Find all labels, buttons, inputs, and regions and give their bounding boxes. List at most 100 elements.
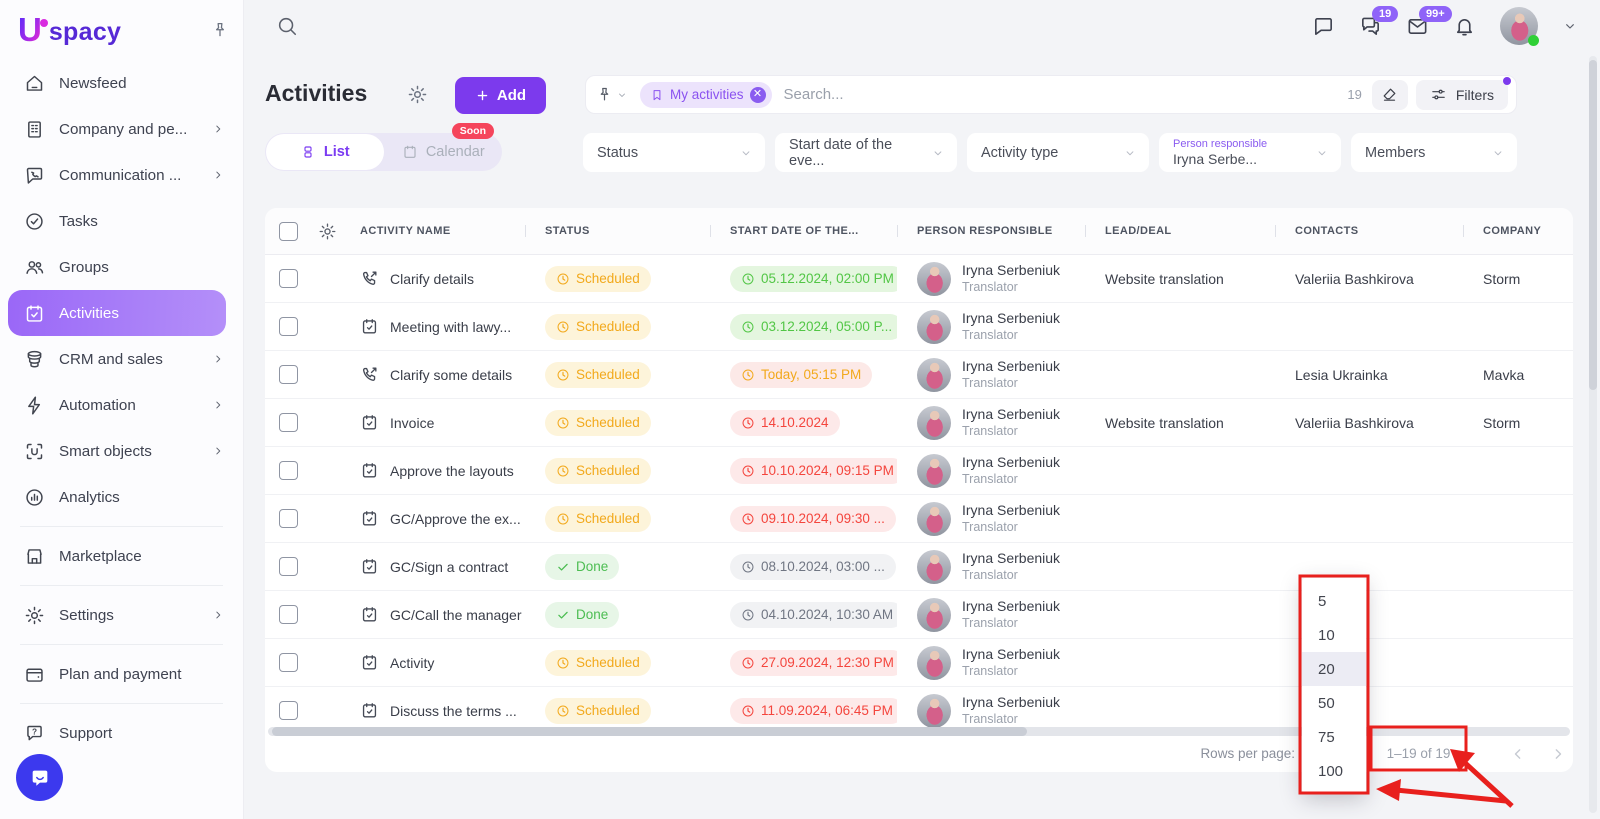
cell-status: Scheduled	[525, 265, 710, 292]
avatar	[917, 693, 951, 728]
cell-person-responsible: Iryna Serbeniuk Translator	[897, 309, 1085, 344]
filter-value: Iryna Serbe...	[1173, 150, 1258, 167]
activity-name-text: GC/Sign a contract	[390, 558, 509, 575]
row-checkbox[interactable]	[279, 413, 298, 432]
sidebar-item-label: Activities	[59, 304, 119, 322]
rows-per-page-option-10[interactable]: 10	[1318, 626, 1335, 644]
sidebar-item-activities[interactable]: Activities	[8, 290, 226, 336]
calendar-icon	[360, 605, 379, 624]
sidebar-pin-icon[interactable]	[211, 21, 229, 39]
row-checkbox[interactable]	[279, 269, 298, 288]
sidebar-item-analytics[interactable]: Analytics	[0, 474, 243, 520]
row-checkbox[interactable]	[279, 605, 298, 624]
profile-chevron-down-icon[interactable]	[1562, 18, 1578, 34]
my-activities-filter-chip[interactable]: My activities ✕	[640, 81, 772, 108]
table-row[interactable]: GC/Approve the ex... Scheduled 09.10.2024,…	[265, 494, 1573, 542]
soon-badge: Soon	[451, 123, 494, 139]
clear-filters-button[interactable]	[1371, 79, 1408, 110]
table-row[interactable]: Invoice Scheduled 14.10.2024 Iryna Serbeniu…	[265, 398, 1573, 446]
clock-icon	[741, 464, 755, 478]
row-checkbox[interactable]	[279, 317, 298, 336]
support-chat-fab-button[interactable]	[16, 754, 63, 801]
sidebar-item-marketplace[interactable]: Marketplace	[0, 533, 243, 579]
filter-status[interactable]: Status	[583, 133, 765, 172]
sidebar-item-newsfeed[interactable]: Newsfeed	[0, 60, 243, 106]
cell-status: Scheduled	[525, 697, 710, 724]
add-button[interactable]: Add	[455, 77, 546, 114]
row-checkbox[interactable]	[279, 653, 298, 672]
table-row[interactable]: GC/Sign a contract Done 08.10.2024, 03:00 …	[265, 542, 1573, 590]
cell-start-date: 27.09.2024, 12:30 PM	[710, 649, 897, 676]
table-row[interactable]: Approve the layouts Scheduled 10.10.2024, …	[265, 446, 1573, 494]
sidebar-item-company-and-pe[interactable]: Company and pe...	[0, 106, 243, 152]
vertical-scrollbar[interactable]	[1589, 56, 1597, 813]
sidebar-item-plan-and-payment[interactable]: Plan and payment	[0, 651, 243, 697]
outgoing-call-icon	[360, 365, 379, 384]
table-row[interactable]: Meeting with lawy... Scheduled 03.12.2024,…	[265, 302, 1573, 350]
table-row[interactable]: Activity Scheduled 27.09.2024, 12:30 PM Iry…	[265, 638, 1573, 686]
vertical-scrollbar-thumb[interactable]	[1589, 60, 1597, 390]
filters-button[interactable]: Filters	[1415, 76, 1511, 110]
cell-person-responsible: Iryna Serbeniuk Translator	[897, 549, 1085, 584]
sidebar-item-communication[interactable]: Communication ...	[0, 152, 243, 198]
rows-per-page-label: Rows per page:	[1200, 746, 1295, 761]
sidebar-item-support[interactable]: ? Support	[0, 710, 243, 756]
activities-settings-gear-icon[interactable]	[407, 84, 428, 105]
activity-name-text: Discuss the terms ...	[390, 702, 517, 719]
tab-calendar[interactable]: Calendar Soon	[385, 123, 503, 171]
filter-members[interactable]: Members	[1351, 133, 1517, 172]
row-checkbox[interactable]	[279, 701, 298, 720]
sidebar-item-label: Company and pe...	[59, 120, 188, 138]
notifications-button[interactable]	[1453, 15, 1476, 38]
rows-per-page-option-100[interactable]: 100	[1318, 762, 1344, 780]
pagination-prev-button[interactable]	[1508, 744, 1528, 764]
tab-list[interactable]: List	[266, 134, 384, 170]
clock-icon	[556, 272, 570, 286]
rows-per-page-option-75[interactable]: 75	[1318, 728, 1335, 746]
sidebar-item-tasks[interactable]: Tasks	[0, 198, 243, 244]
row-checkbox[interactable]	[279, 509, 298, 528]
search-input[interactable]	[781, 85, 1338, 104]
avatar	[917, 549, 951, 584]
select-all-checkbox[interactable]	[279, 221, 298, 241]
sidebar-item-automation[interactable]: Automation	[0, 382, 243, 428]
activity-name-text: Invoice	[390, 414, 435, 431]
table-row[interactable]: Discuss the terms ... Scheduled 11.09.2024…	[265, 686, 1573, 734]
check-icon	[556, 608, 570, 622]
table-row[interactable]: Clarify details Scheduled 05.12.2024, 02:0…	[265, 255, 1573, 302]
rows-per-page-option-50[interactable]: 50	[1318, 694, 1335, 712]
user-avatar[interactable]	[1500, 7, 1539, 46]
chats-button[interactable]: 19	[1359, 5, 1399, 38]
column-header-company: COMPANY	[1463, 225, 1573, 237]
cell-status: Scheduled	[525, 505, 710, 532]
person-text: Iryna Serbeniuk Translator	[962, 502, 1060, 535]
sidebar-item-crm-and-sales[interactable]: CRM and sales	[0, 336, 243, 382]
activity-name-text: Activity	[390, 654, 435, 671]
rows-per-page-option-20[interactable]: 20	[1302, 652, 1366, 686]
row-checkbox[interactable]	[279, 365, 298, 384]
filter-start-date-of-the-eve[interactable]: Start date of the eve...	[775, 133, 957, 172]
search-icon[interactable]	[276, 15, 298, 37]
comments-button[interactable]	[1312, 15, 1335, 38]
status-badge: Scheduled	[545, 361, 651, 388]
activity-name-text: Meeting with lawy...	[390, 318, 512, 335]
filter-activity-type[interactable]: Activity type	[967, 133, 1149, 172]
filter-person-responsible[interactable]: Person responsible Iryna Serbe...	[1159, 133, 1341, 172]
table-row[interactable]: GC/Call the manager Done 04.10.2024, 10:30…	[265, 590, 1573, 638]
row-checkbox[interactable]	[279, 461, 298, 480]
horizontal-scrollbar[interactable]	[268, 727, 1570, 736]
sidebar-item-groups[interactable]: Groups	[0, 244, 243, 290]
horizontal-scrollbar-thumb[interactable]	[272, 727, 1028, 736]
person-name: Iryna Serbeniuk	[962, 454, 1061, 471]
sidebar-item-smart-objects[interactable]: Smart objects	[0, 428, 243, 474]
row-checkbox[interactable]	[279, 557, 298, 576]
sidebar-item-settings[interactable]: Settings	[0, 592, 243, 638]
pagination-next-button[interactable]	[1548, 744, 1568, 764]
saved-filter-pin-button[interactable]	[596, 86, 628, 103]
calendar-icon	[360, 557, 379, 576]
mail-button[interactable]: 99+	[1406, 5, 1452, 38]
table-row[interactable]: Clarify some details Scheduled Today, 05:1…	[265, 350, 1573, 398]
rows-per-page-option-5[interactable]: 5	[1318, 592, 1327, 610]
chip-close-icon[interactable]: ✕	[749, 86, 766, 103]
